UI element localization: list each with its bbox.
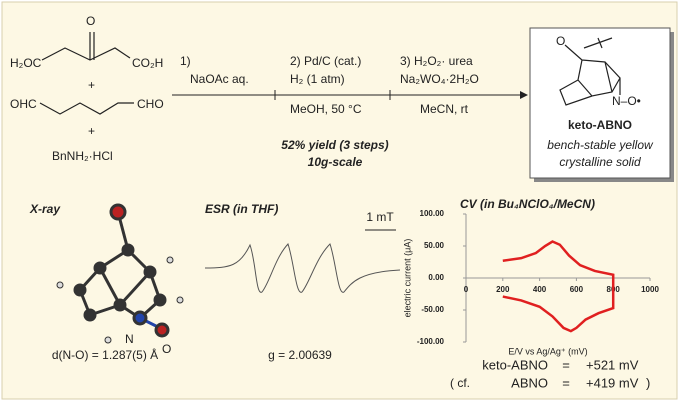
atom: O <box>556 34 565 48</box>
x-tick-label: 200 <box>496 285 510 294</box>
x-tick-label: 1000 <box>641 285 659 294</box>
step-text: MeCN, rt <box>420 102 469 116</box>
result-name: keto-ABNO <box>482 357 548 372</box>
step-text: H₂ (1 atm) <box>290 72 345 86</box>
x-tick-label: 600 <box>570 285 584 294</box>
page: H₂OC O CO₂H + OHC CHO + BnNH₂·HCl 1) NaO… <box>0 0 679 401</box>
result-eq: = <box>562 375 570 390</box>
atom: N–O• <box>612 94 641 108</box>
figure: H₂OC O CO₂H + OHC CHO + BnNH₂·HCl 1) NaO… <box>0 0 679 401</box>
step-text: MeOH, 50 °C <box>290 102 362 116</box>
section-title: X-ray <box>29 202 61 216</box>
step-text: NaOAc aq. <box>190 72 249 86</box>
result-value: +419 mV <box>586 375 639 390</box>
x-axis-label: E/V vs Ag/Ag⁺ (mV) <box>508 346 587 356</box>
scale: 10g-scale <box>308 155 363 169</box>
yield: 52% yield (3 steps) <box>281 138 388 152</box>
result-name: ABNO <box>511 375 548 390</box>
x-tick-label: 400 <box>533 285 547 294</box>
label: BnNH₂·HCl <box>52 149 113 163</box>
y-tick-label: 0.00 <box>428 273 444 282</box>
step-text: 3) H₂O₂· urea <box>400 54 473 68</box>
atom: N <box>125 332 134 346</box>
label: CO₂H <box>132 56 163 70</box>
atom: O <box>162 342 171 356</box>
scale-bar-label: 1 mT <box>366 210 394 224</box>
y-tick-label: 100.00 <box>420 209 445 218</box>
x-tick-label: 0 <box>464 285 469 294</box>
product-desc: bench-stable yellow <box>547 138 654 152</box>
section-title: ESR (in THF) <box>205 202 278 216</box>
y-tick-label: -50.00 <box>421 305 444 314</box>
result-value: +521 mV <box>586 357 639 372</box>
bond-length: d(N-O) = 1.287(5) Å <box>52 347 158 362</box>
label: H₂OC <box>10 56 42 70</box>
label: + <box>88 78 95 92</box>
product-desc: crystalline solid <box>559 155 641 169</box>
g-value: g = 2.00639 <box>268 348 332 362</box>
y-axis-label: electric current (μA) <box>402 239 412 318</box>
label: CHO <box>137 97 164 111</box>
label: + <box>88 124 95 138</box>
section-title: CV (in Bu₄NClO₄/MeCN) <box>460 197 595 211</box>
label: O <box>86 14 95 28</box>
y-tick-label: -100.00 <box>417 337 445 346</box>
y-tick-label: 50.00 <box>424 241 445 250</box>
label: OHC <box>10 97 37 111</box>
step-text: Na₂WO₄·2H₂O <box>400 72 479 86</box>
result-prefix: ( cf. <box>450 376 470 390</box>
result-eq: = <box>562 357 570 372</box>
step-text: 2) Pd/C (cat.) <box>290 54 361 68</box>
result-suffix: ) <box>646 375 650 390</box>
product-name: keto-ABNO <box>568 118 632 132</box>
step-text: 1) <box>180 54 191 68</box>
